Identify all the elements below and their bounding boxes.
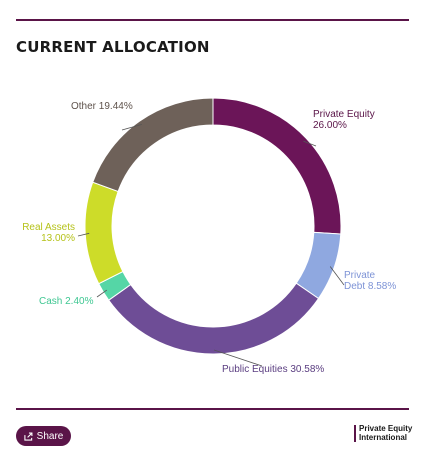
- slice-other[interactable]: [92, 97, 214, 193]
- leader-line: [121, 124, 142, 131]
- slice-public-equities[interactable]: [107, 282, 320, 355]
- slice-label: Other 19.44%: [71, 101, 133, 112]
- leader-line: [77, 232, 90, 237]
- donut-chart: Private Equity 26.00% Private Debt 8.58% Pub…: [22, 97, 396, 375]
- chart-title: CURRENT ALLOCATION: [16, 38, 210, 56]
- leader-line: [96, 289, 108, 298]
- share-label: Share: [36, 430, 64, 442]
- leader-line: [213, 349, 263, 367]
- brand-logo: Private Equity International: [354, 424, 412, 442]
- leader-line: [329, 266, 345, 286]
- slice-real-assets[interactable]: [84, 181, 124, 285]
- slice-label: Public Equities 30.58%: [222, 364, 324, 375]
- slice-label: Private Debt 8.58%: [344, 270, 396, 292]
- slice-label: Private Equity 26.00%: [313, 109, 375, 131]
- leader-line: [303, 140, 317, 147]
- bottom-divider: [16, 408, 409, 410]
- top-divider: [16, 19, 409, 21]
- share-button[interactable]: Share: [16, 426, 71, 446]
- slice-label: Real Assets 13.00%: [22, 222, 75, 244]
- share-icon: [24, 432, 33, 441]
- slice-label: Cash 2.40%: [39, 296, 94, 307]
